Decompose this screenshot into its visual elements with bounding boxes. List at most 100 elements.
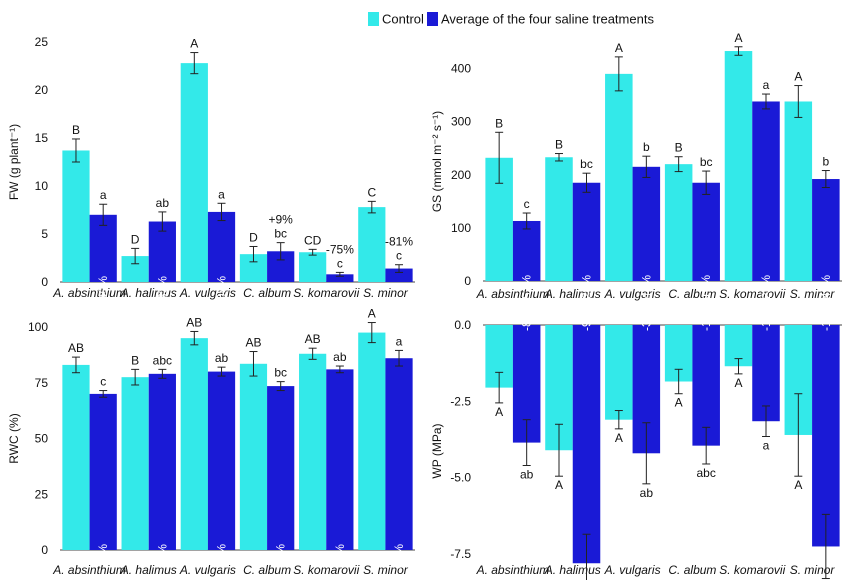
significance-letter: ab [520,468,534,482]
category-label: S. minor [790,563,836,577]
category-label: C. album [668,563,716,577]
percent-change-label: -90% [580,303,594,331]
percent-change-label: -11% [392,544,406,571]
bar-control [664,164,693,281]
significance-letter: A [734,31,742,45]
significance-letter: CD [304,233,322,247]
y-tick-label: 400 [451,62,471,76]
legend: Control Average of the four saline treat… [368,12,654,27]
legend-control-swatch [368,12,379,26]
percent-change-label: -114% [819,297,833,331]
y-tick-label: 25 [35,35,49,49]
significance-letter: A [555,478,563,492]
percent-change-label: -101% [759,296,773,331]
significance-letter: a [763,438,770,452]
bar-control [299,252,327,282]
significance-letter: A [794,70,802,84]
y-tick-label: 0 [41,275,48,289]
category-label: C. album [243,286,291,300]
y-axis-label: WP (MPa) [430,423,444,478]
bar-control [358,332,386,550]
y-tick-label: -7.5 [450,547,471,561]
bar-control [358,207,386,282]
bar-control [121,377,149,550]
legend-control-label: Control [382,12,424,27]
significance-letter: AB [305,332,321,346]
percent-change-label: -43% [819,275,833,303]
significance-letter: c [100,375,106,389]
significance-letter: C [367,185,376,199]
y-tick-label: 75 [35,376,49,390]
percent-change-label: -51% [520,275,534,303]
bar-saline [572,182,601,281]
significance-letter: a [396,334,403,348]
bar-control [605,325,633,420]
significance-letter: bc [274,227,287,241]
bar-saline [207,371,236,550]
y-tick-label: 50 [35,432,49,446]
y-tick-label: 15 [35,131,49,145]
bar-saline [752,101,780,282]
significance-letter: A [615,41,623,55]
y-tick-label: 0 [41,543,48,557]
category-label: S. komarovii [293,563,359,577]
significance-letter: B [675,141,683,155]
bar-saline [267,386,295,550]
bar-control [62,364,90,550]
legend-saline-swatch [427,12,438,26]
percent-change-label: +2% [155,544,169,569]
significance-letter: A [615,431,623,445]
y-tick-label: 0 [464,274,471,288]
y-tick-label: 200 [451,168,471,182]
bar-saline [692,325,720,446]
category-label: A. vulgaris [604,287,661,301]
significance-letter: bc [274,366,287,380]
bar-control [299,353,327,550]
significance-letter: ab [156,196,170,210]
y-tick-label: 5 [41,227,48,241]
y-tick-label: 20 [35,83,49,97]
bar-saline [89,214,117,282]
bar-saline [812,325,840,547]
percent-change-label: -68% [215,276,229,304]
percent-change-label: -20% [580,275,594,303]
significance-letter: D [249,230,258,244]
significance-letter: ab [215,351,229,365]
significance-letter: D [131,232,140,246]
category-label: S. minor [363,563,409,577]
category-label: A. halimus [120,286,177,300]
significance-letter: B [555,138,563,152]
percent-change-label: +133% [155,276,169,314]
bar-saline [632,166,661,281]
category-label: A. vulgaris [179,563,236,577]
panel-2: 0 100 200 300 400 GS (mmol m⁻² s⁻¹) A. absinth… [430,31,842,303]
percent-change-label: -49% [96,276,110,304]
significance-letter: ab [640,486,654,500]
category-label: A. halimus [120,563,177,577]
significance-letter: ab [333,350,347,364]
category-label: S. komarovii [719,563,785,577]
percent-change-label: -85% [520,303,534,331]
percent-change-label: -134% [699,296,713,331]
significance-letter: A [794,478,802,492]
significance-letter: B [495,116,503,130]
significance-letter: abc [696,466,715,480]
significance-letter: A [368,307,376,321]
bar-saline [512,220,541,281]
significance-letter: bc [700,155,713,169]
category-label: A. absinthium [476,287,550,301]
y-tick-label: 100 [451,221,471,235]
significance-letter: a [218,187,225,201]
category-label: A. absinthium [52,286,126,300]
significance-letter: c [396,249,402,263]
significance-letter: AB [68,341,84,355]
y-axis-label: GS (mmol m⁻² s⁻¹) [430,111,444,212]
significance-letter: a [100,188,107,202]
percent-change-label: -22% [759,275,773,303]
significance-letter: B [131,353,139,367]
significance-letter: A [495,405,503,419]
significance-letter: bc [580,157,593,171]
significance-letter: abc [153,353,172,367]
